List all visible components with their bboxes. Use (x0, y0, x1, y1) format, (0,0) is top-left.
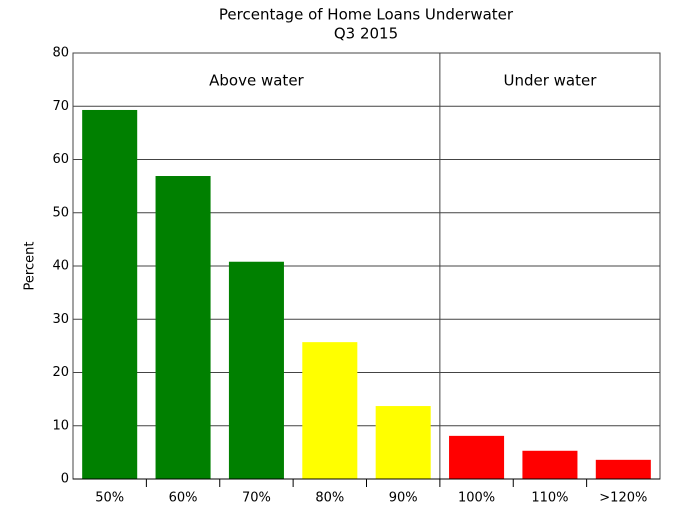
y-tick-label: 40 (52, 259, 69, 274)
x-tick-label: 70% (242, 491, 271, 506)
y-tick-label: 70 (52, 99, 69, 114)
x-tick-label: 80% (315, 491, 344, 506)
x-tick-label: >120% (599, 491, 647, 506)
region-label: Above water (209, 72, 304, 90)
bar (595, 459, 651, 479)
y-tick-label: 50 (52, 205, 69, 220)
y-tick-label: 0 (61, 472, 69, 487)
y-tick-label: 20 (52, 365, 69, 380)
bar (82, 109, 138, 479)
y-tick-label: 60 (52, 152, 69, 167)
bar (449, 435, 505, 479)
chart-title: Percentage of Home Loans Underwater (219, 6, 514, 24)
bar (522, 450, 578, 479)
x-tick-label: 100% (458, 491, 495, 506)
bar (375, 406, 431, 479)
y-tick-label: 80 (52, 46, 69, 61)
region-label: Under water (503, 72, 597, 90)
x-tick-label: 110% (531, 491, 568, 506)
bar (155, 176, 211, 479)
y-axis-label: Percent (23, 242, 38, 291)
bar (228, 261, 284, 479)
chart-subtitle: Q3 2015 (334, 25, 398, 43)
bar (302, 342, 358, 479)
x-tick-label: 90% (389, 491, 418, 506)
y-tick-label: 10 (52, 418, 69, 433)
x-tick-label: 50% (95, 491, 124, 506)
x-tick-label: 60% (169, 491, 198, 506)
y-tick-label: 30 (52, 312, 69, 327)
